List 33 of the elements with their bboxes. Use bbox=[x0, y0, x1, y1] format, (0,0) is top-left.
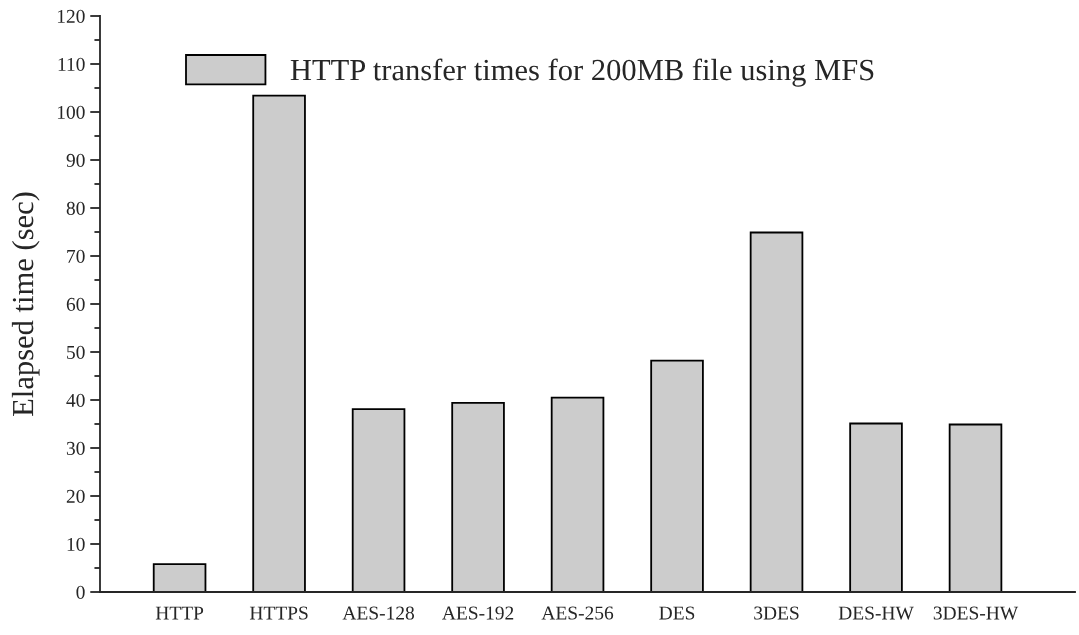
x-tick-label: DES bbox=[659, 606, 695, 620]
x-tick-label: 3DES-HW bbox=[933, 606, 1019, 620]
x-tick-label: HTTPS bbox=[249, 606, 308, 620]
bar bbox=[749, 231, 804, 592]
y-tick-label: 100 bbox=[57, 105, 85, 119]
bar bbox=[152, 563, 207, 592]
y-tick-label: 110 bbox=[58, 57, 85, 71]
bar bbox=[451, 401, 505, 592]
y-tick-label: 20 bbox=[66, 489, 85, 503]
y-tick-label: 80 bbox=[66, 201, 85, 215]
y-tick-label: 90 bbox=[66, 153, 85, 167]
y-axis-title: Elapsed time (sec) bbox=[11, 192, 40, 416]
x-tick-label: HTTP bbox=[155, 606, 204, 620]
bar bbox=[550, 396, 605, 592]
bar bbox=[252, 94, 306, 592]
x-tick-label: DES-HW bbox=[838, 606, 914, 620]
y-tick-label: 10 bbox=[67, 537, 85, 551]
y-tick-label: 40 bbox=[66, 393, 85, 407]
x-tick-label: AES-128 bbox=[342, 606, 415, 620]
x-tick-label: 3DES bbox=[754, 606, 799, 620]
y-tick-label: 60 bbox=[66, 297, 85, 311]
y-tick-label: 50 bbox=[67, 345, 85, 359]
x-tick-label: AES-192 bbox=[442, 606, 514, 620]
y-tick-label: 0 bbox=[76, 585, 85, 599]
y-tick-label: 30 bbox=[66, 441, 85, 455]
legend-label: HTTP transfer times for 200MB file using MFS bbox=[290, 58, 874, 87]
bar bbox=[650, 359, 704, 592]
y-tick-label: 70 bbox=[67, 249, 85, 263]
bar bbox=[849, 422, 903, 592]
bar bbox=[948, 423, 1003, 592]
bar bbox=[351, 408, 406, 592]
x-tick-label: AES-256 bbox=[541, 606, 614, 620]
y-tick-label: 120 bbox=[57, 9, 85, 23]
